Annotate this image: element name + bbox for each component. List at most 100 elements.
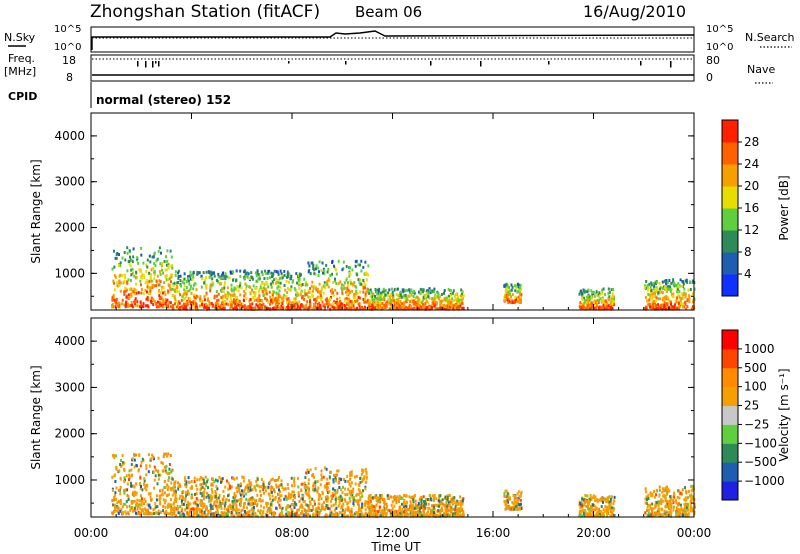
data-cell [229,306,232,310]
data-cell [140,508,143,512]
data-cell [280,514,283,518]
data-cell [133,499,136,503]
data-cell [180,509,183,513]
data-cell [278,299,281,303]
data-cell [335,272,338,276]
data-cell [419,507,421,511]
data-cell [222,276,224,280]
data-cell [265,501,268,505]
data-cell [169,249,172,253]
data-cell [264,485,267,489]
data-cell [270,285,273,289]
data-cell [347,288,350,292]
data-cell [350,470,353,474]
data-cell [145,509,148,513]
data-cell [132,290,135,294]
data-cell [268,302,271,306]
data-cell [357,302,360,306]
data-cell [595,290,598,294]
data-cell [146,282,149,286]
data-cell [579,502,582,506]
data-cell [303,292,306,295]
data-cell [152,508,155,512]
data-cell [245,297,248,300]
data-cell [112,279,115,283]
data-cell [156,304,159,308]
data-cell [292,301,295,305]
data-cell [364,283,367,287]
data-cell [198,271,201,275]
data-cell [258,277,261,281]
data-cell [145,270,148,273]
data-cell [181,304,184,308]
data-cell [677,285,680,289]
data-cell [134,297,137,301]
data-cell [420,498,423,502]
data-cell [305,292,308,296]
data-cell [347,480,350,483]
data-cell [365,472,368,476]
data-cell [685,512,688,516]
data-cell [147,453,150,457]
data-cell [598,507,600,511]
data-cell [285,508,288,512]
data-cell [673,281,675,285]
data-cell [324,283,327,287]
data-cell [449,305,452,309]
data-cell [140,494,142,498]
data-cell [601,288,604,292]
data-cell [451,291,454,295]
data-cell [230,513,233,516]
data-cell [172,488,175,492]
data-cell [433,297,436,301]
data-cell [357,263,360,267]
y-axis-label: Slant Range [km] [29,159,43,263]
data-cell [382,287,385,291]
data-cell [202,271,205,275]
data-cell [580,302,583,306]
data-cell [219,277,222,281]
data-cell [372,508,374,512]
data-cell [647,508,650,512]
data-cell [427,502,430,506]
data-cell [154,264,157,268]
data-cell [360,282,363,286]
data-cell [277,285,280,289]
data-cell [135,511,137,515]
data-cell [374,495,376,499]
data-cell [185,286,188,290]
data-cell [167,278,170,282]
data-cell [182,512,185,516]
data-cell [664,286,666,290]
data-cell [375,511,378,515]
data-cell [150,299,152,303]
data-cell [368,514,371,518]
data-cell [666,285,669,289]
data-cell [313,284,316,288]
data-cell [283,293,286,297]
data-cell [441,498,444,502]
data-cell [230,305,233,309]
data-cell [356,500,359,503]
data-cell [331,305,334,309]
data-cell [422,504,425,508]
data-cell [444,514,447,518]
data-cell [153,457,155,461]
data-cell [211,490,214,494]
data-cell [236,307,239,311]
data-cell [438,496,441,500]
data-cell [416,307,419,311]
data-cell [206,480,209,484]
data-cell [651,299,654,303]
data-cell [589,510,592,514]
data-cell [458,306,461,310]
data-cell [236,296,239,300]
data-cell [371,297,374,301]
data-cell [174,273,177,277]
data-cell [333,264,335,268]
data-cell [130,273,133,277]
data-cell [372,505,375,509]
data-cell [258,307,261,311]
data-cell [677,307,680,311]
data-cell [127,304,130,308]
